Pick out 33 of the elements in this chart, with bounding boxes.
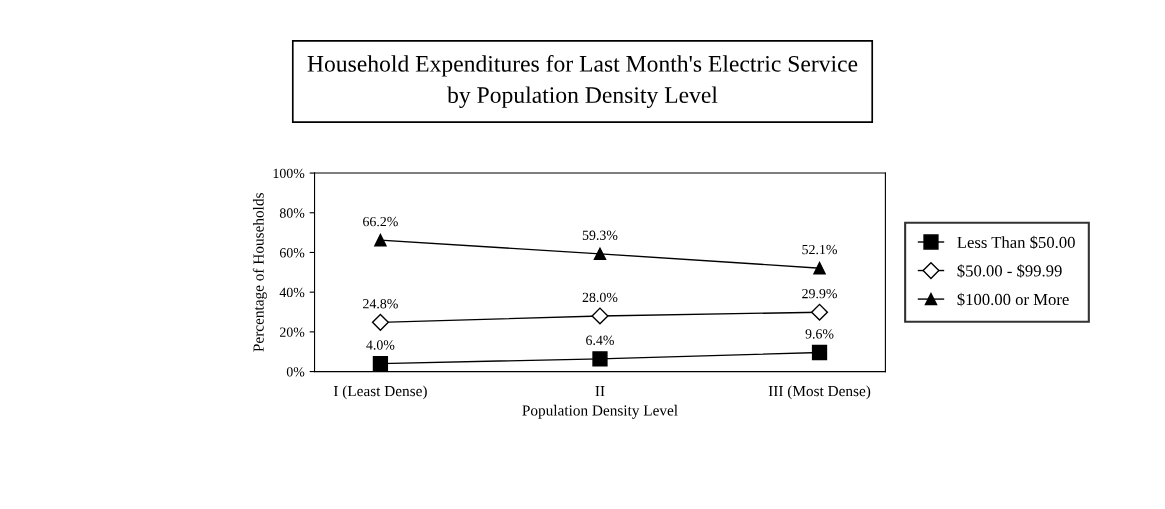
data-label: 28.0% bbox=[582, 292, 618, 303]
point bbox=[592, 351, 608, 367]
data-label: 52.1% bbox=[802, 244, 837, 255]
chart-title: Household Expenditures for Last Month's Electric Service by Population Density Level bbox=[307, 54, 858, 108]
y-tick-label: 100% bbox=[273, 168, 305, 179]
data-label: 66.2% bbox=[363, 216, 398, 227]
point bbox=[371, 313, 389, 331]
legend-label: $50.00 - $99.99 bbox=[957, 264, 1062, 278]
data-label: 24.8% bbox=[363, 299, 398, 309]
data-label: 6.4% bbox=[586, 335, 614, 345]
point bbox=[811, 344, 828, 361]
point bbox=[593, 247, 607, 261]
data-label: 59.3% bbox=[582, 230, 618, 240]
legend-label: $100.00 or More bbox=[957, 292, 1069, 307]
y-tick-label: 0% bbox=[286, 367, 305, 377]
point bbox=[591, 307, 609, 325]
data-label: 29.9% bbox=[802, 288, 837, 299]
legend-label: Less Than $50.00 bbox=[957, 235, 1075, 250]
y-tick-label: 60% bbox=[279, 248, 305, 258]
x-axis-title: Population Density Level bbox=[522, 404, 678, 419]
y-tick-label: 20% bbox=[279, 327, 305, 337]
point bbox=[813, 261, 826, 275]
y-axis-title: Percentage of Households bbox=[252, 193, 267, 352]
x-tick-label: II bbox=[595, 386, 605, 397]
point bbox=[374, 233, 387, 247]
data-label: 4.0% bbox=[366, 340, 395, 350]
x-tick-label: III (Most Dense) bbox=[768, 385, 871, 400]
y-tick-label: 40% bbox=[279, 287, 305, 298]
x-tick-label: I (Least Dense) bbox=[333, 385, 427, 400]
point bbox=[372, 355, 389, 372]
point bbox=[810, 303, 829, 321]
data-label: 9.6% bbox=[805, 329, 834, 339]
y-tick-label: 80% bbox=[279, 208, 305, 218]
